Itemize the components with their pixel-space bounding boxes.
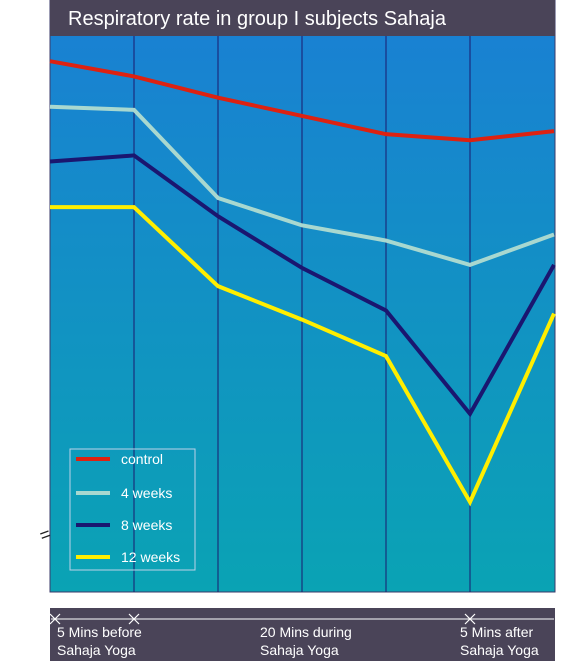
legend-label: 12 weeks <box>121 549 180 565</box>
series-lines <box>49 59 556 507</box>
legend-box <box>69 448 196 571</box>
x-axis: 5 Mins before Sahaja Yoga 20 Mins during Sa… <box>49 613 554 658</box>
title-bar <box>50 0 555 36</box>
legend: control 4 weeks 8 weeks 12 weeks <box>69 448 196 571</box>
x-tick-label: Sahaja Yoga <box>260 642 339 658</box>
x-tick-label: 5 Mins after <box>460 624 533 640</box>
series-line-control <box>49 59 555 143</box>
x-axis-bar <box>50 608 555 661</box>
legend-label: 4 weeks <box>121 485 172 501</box>
series-line-8-weeks <box>49 153 556 418</box>
legend-label: control <box>121 451 163 467</box>
x-tick-mark <box>128 613 140 625</box>
legend-label: 8 weeks <box>121 517 172 533</box>
x-tick-label: 20 Mins during <box>260 624 352 640</box>
x-tick-mark <box>49 613 61 625</box>
x-tick-label: 5 Mins before <box>57 624 142 640</box>
series-line-12-weeks <box>50 205 556 507</box>
chart-title: Respiratory rate in group I subjects Sah… <box>68 8 447 30</box>
series-line-4-weeks <box>49 104 555 267</box>
x-tick-mark <box>464 613 476 625</box>
x-tick-label: Sahaja Yoga <box>57 642 136 658</box>
x-tick-label: Sahaja Yoga <box>460 642 539 658</box>
